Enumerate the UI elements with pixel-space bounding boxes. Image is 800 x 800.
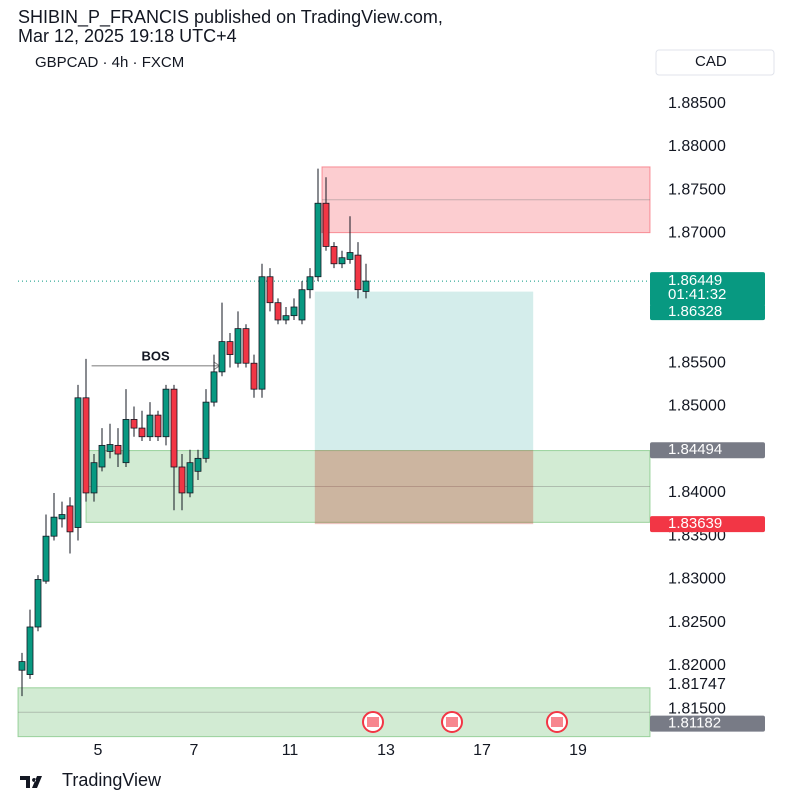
brand: TradingView [62,770,162,790]
entry-label-box [650,442,765,459]
candle-body [194,457,202,472]
chart-title: GBPCAD · 4h · FXCM [35,54,184,71]
candle-body [178,466,186,494]
candle-body [186,462,194,494]
candle-body [26,626,34,675]
candle-body [234,328,242,364]
y-tick-label: 1.83000 [668,571,726,588]
candle-body [346,252,354,260]
y-tick-label: 1.82500 [668,614,726,631]
candle-body [282,315,290,321]
entry-label: 1.84494 [668,441,722,458]
candle-body [122,419,130,464]
zone-top-label: 1.81747 [668,676,726,693]
last-price: 1.86449 [668,272,722,289]
zone [321,166,651,234]
footer-logo: TradingView [20,770,162,790]
target-label-box [650,304,765,321]
y-tick-label: 1.88500 [668,95,726,112]
zone-bottom-label-box [650,715,765,732]
candle-body [162,388,170,438]
candle-body [170,388,178,468]
candle-body [106,444,114,452]
candle-body [338,257,346,265]
event-icon-inner [367,717,379,727]
y-tick-label: 1.85500 [668,354,726,371]
candle-body [202,401,210,459]
x-tick-label: 13 [377,742,395,759]
y-tick-label: 1.87000 [668,225,726,242]
publisher: SHIBIN_P_FRANCIS published on TradingVie… [18,7,443,28]
position-profit [314,291,534,451]
logo-icon [20,776,42,788]
candle-body [250,362,258,390]
zone [17,687,651,738]
stop-label: 1.83639 [668,515,722,532]
candle-body [66,505,74,533]
candle-body [314,202,322,278]
candle-body [266,276,274,304]
candle-body [274,302,282,321]
target-label: 1.86328 [668,303,722,320]
candle-body [306,276,314,291]
y-tick-label: 1.87500 [668,181,726,198]
candle-body [82,397,90,494]
candle-body [50,516,58,537]
candle-body [98,444,106,468]
candle-body [18,661,26,671]
candle-body [90,462,98,494]
candle-body [74,397,82,528]
candle-body [210,371,218,403]
x-tick-label: 7 [190,742,199,759]
publish-date: Mar 12, 2025 19:18 UTC+4 [18,26,237,46]
x-tick-label: 17 [473,742,491,759]
candle-body [242,328,250,364]
y-tick-label: 1.81500 [668,700,726,717]
y-tick-label: 1.88000 [668,138,726,155]
candle-body [218,341,226,373]
candle-body [330,246,338,265]
candle-body [130,419,138,429]
candle-body [146,414,154,438]
candle-body [42,535,50,582]
y-tick-label: 1.85000 [668,398,726,415]
candle-body [34,579,42,628]
y-tick-label: 1.84000 [668,484,726,501]
candle-body [258,276,266,390]
stop-label-box [650,516,765,533]
candle-body [298,289,306,321]
countdown: 01:41:32 [668,286,726,303]
x-tick-label: 19 [569,742,587,759]
candle-body [138,427,146,438]
candle-body [290,306,298,317]
candle-body [322,202,330,247]
x-tick-label: 5 [94,742,103,759]
y-tick-label: 1.82000 [668,657,726,674]
currency[interactable]: CAD [695,53,727,70]
candle-body [354,254,362,291]
candle-body [154,414,162,438]
event-icon-inner [551,717,563,727]
candle-body [58,514,66,520]
position-loss [314,450,534,525]
x-tick-label: 11 [282,742,299,759]
candle-body [114,444,122,455]
candle-body [226,341,234,355]
event-icon-inner [446,717,458,727]
currency-button[interactable] [655,49,775,76]
last-price-box [650,272,765,307]
candle-body [362,280,370,292]
bos-label: BOS [142,348,171,363]
zone-bottom-label: 1.81182 [668,715,721,732]
